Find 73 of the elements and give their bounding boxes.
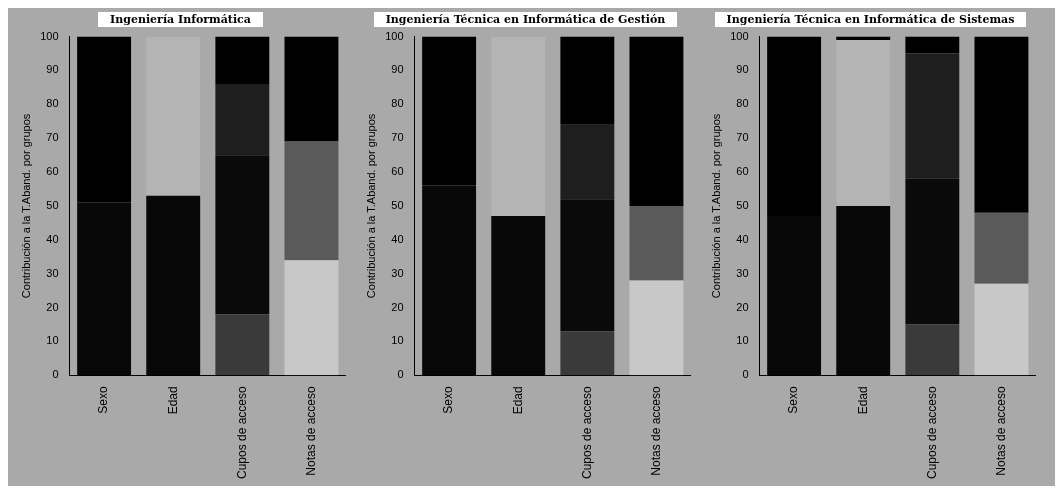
y-tick-label: 70 [735, 131, 749, 144]
bar [973, 36, 1028, 213]
bar [283, 141, 338, 261]
y-tick-label: 30 [390, 266, 404, 279]
y-tick-label: 60 [390, 165, 404, 178]
y-tick-label: 90 [45, 63, 59, 76]
bar [559, 331, 614, 376]
y-tick-label: 100 [729, 29, 749, 42]
y-tick-label: 100 [39, 29, 59, 42]
y-tick-label: 0 [741, 368, 749, 381]
y-tick-label: 80 [390, 97, 404, 110]
y-tick-label: 50 [390, 198, 404, 211]
y-tick-label: 0 [396, 368, 404, 381]
y-tick-label: 10 [735, 334, 749, 347]
x-tick-label: Sexo [440, 385, 455, 414]
chart-title: Ingeniería Técnica en Informática de Gestión [373, 12, 678, 27]
bar [904, 324, 959, 376]
y-tick-label: 70 [390, 131, 404, 144]
y-tick-label: 60 [45, 165, 59, 178]
y-tick-label: 100 [384, 29, 404, 42]
bar [973, 212, 1028, 284]
bar [214, 155, 269, 315]
x-tick-label: Notas de acceso [993, 385, 1008, 476]
x-tick-label: Edad [165, 386, 180, 415]
bar [490, 36, 545, 217]
bar [628, 205, 683, 281]
y-tick-label: 30 [45, 266, 59, 279]
bar [559, 199, 614, 332]
x-tick-label: Sexo [95, 385, 110, 414]
y-tick-label: 50 [45, 198, 59, 211]
bar [835, 39, 890, 206]
y-tick-label: 20 [45, 300, 59, 313]
chart-title: Ingeniería Técnica en Informática de Sistemas [714, 12, 1027, 27]
y-tick-label: 20 [390, 300, 404, 313]
x-tick-label: Cupos de acceso [924, 385, 939, 480]
y-tick-label: 10 [45, 334, 59, 347]
y-tick-label: 60 [735, 165, 749, 178]
x-tick-label: Sexo [785, 385, 800, 414]
bar [904, 178, 959, 325]
x-tick-label: Cupos de acceso [579, 385, 594, 480]
y-tick-label: 30 [735, 266, 749, 279]
y-tick-label: 40 [390, 232, 404, 245]
y-axis-title: Contribución a la T.Aband. por grupos [19, 113, 32, 299]
bar [904, 53, 959, 179]
y-tick-label: 80 [45, 97, 59, 110]
y-tick-label: 40 [45, 232, 59, 245]
y-tick-label: 90 [390, 63, 404, 76]
y-axis-title: Contribución a la T.Aband. por grupos [364, 113, 377, 299]
x-tick-label: Cupos de acceso [234, 385, 249, 480]
chart-title: Ingeniería Informática [98, 12, 263, 27]
bar [214, 84, 269, 156]
y-tick-label: 20 [735, 300, 749, 313]
bar [628, 280, 683, 376]
bar [145, 36, 200, 196]
y-axis-title: Contribución a la T.Aband. por grupos [709, 113, 722, 299]
x-tick-label: Notas de acceso [648, 385, 663, 476]
x-tick-label: Edad [510, 386, 525, 415]
y-tick-label: 50 [735, 198, 749, 211]
y-tick-label: 80 [735, 97, 749, 110]
y-tick-label: 70 [45, 131, 59, 144]
bar [973, 283, 1028, 376]
x-tick-label: Notas de acceso [303, 385, 318, 476]
y-tick-label: 0 [51, 368, 59, 381]
bar [214, 36, 269, 85]
bar [283, 260, 338, 376]
bar [559, 36, 614, 125]
y-tick-label: 10 [390, 334, 404, 347]
y-tick-label: 40 [735, 232, 749, 245]
bar [904, 36, 959, 54]
bar [559, 124, 614, 200]
x-tick-label: Edad [855, 386, 870, 415]
bar [214, 314, 269, 376]
y-tick-label: 90 [735, 63, 749, 76]
